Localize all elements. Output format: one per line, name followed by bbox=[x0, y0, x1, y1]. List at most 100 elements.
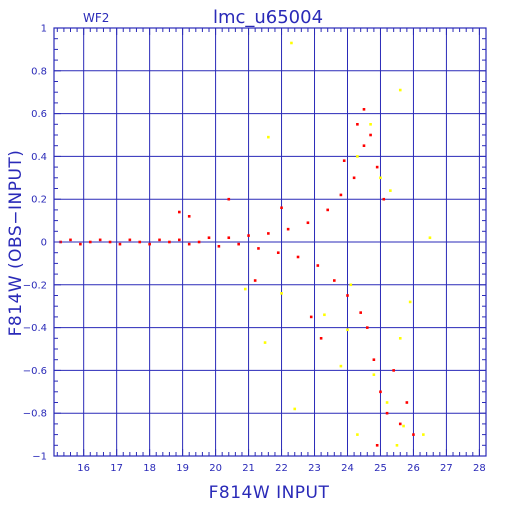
x-tick-label: 18 bbox=[143, 463, 156, 474]
data-point bbox=[323, 313, 326, 317]
data-point bbox=[286, 227, 290, 231]
data-point bbox=[178, 238, 181, 242]
data-point bbox=[405, 401, 409, 404]
x-tick-label: 23 bbox=[308, 463, 321, 474]
data-point bbox=[158, 238, 161, 242]
data-point bbox=[398, 88, 402, 92]
x-tick-label: 21 bbox=[242, 463, 255, 474]
data-point bbox=[227, 197, 231, 201]
data-point bbox=[267, 232, 270, 235]
chart-title: lmc_u65004 bbox=[213, 7, 323, 28]
x-tick-label: 19 bbox=[176, 463, 189, 474]
data-point bbox=[389, 189, 392, 192]
data-point bbox=[267, 135, 270, 139]
data-point bbox=[263, 341, 267, 344]
data-point bbox=[108, 240, 112, 244]
data-point bbox=[379, 390, 382, 394]
data-point bbox=[178, 210, 181, 214]
data-point bbox=[369, 123, 372, 126]
data-point bbox=[408, 300, 412, 304]
y-tick-label: 0.2 bbox=[31, 195, 47, 206]
data-point bbox=[326, 208, 330, 212]
data-point bbox=[280, 292, 283, 295]
data-point bbox=[402, 424, 405, 428]
data-point bbox=[372, 373, 376, 376]
data-point bbox=[187, 242, 191, 246]
data-point bbox=[290, 41, 293, 45]
data-point bbox=[243, 287, 247, 291]
data-point bbox=[207, 236, 211, 240]
data-point bbox=[339, 193, 343, 197]
y-tick-label: 0 bbox=[41, 238, 47, 249]
data-point bbox=[333, 279, 336, 282]
data-point bbox=[346, 294, 349, 297]
y-tick-label: −0.8 bbox=[23, 409, 47, 420]
data-point bbox=[356, 123, 359, 126]
data-point bbox=[369, 133, 372, 137]
x-tick-label: 27 bbox=[440, 463, 453, 474]
data-point bbox=[372, 358, 376, 361]
data-point bbox=[293, 407, 297, 411]
data-point bbox=[428, 236, 432, 240]
x-tick-labels: 16 17 18 19 20 21 22 23 24 25 26 27 28 bbox=[77, 463, 485, 474]
data-point bbox=[359, 311, 362, 314]
data-point bbox=[217, 244, 221, 248]
x-tick-label: 17 bbox=[110, 463, 123, 474]
data-point bbox=[385, 401, 389, 404]
data-point bbox=[398, 422, 402, 426]
data-point bbox=[306, 221, 310, 225]
data-point bbox=[118, 242, 122, 246]
data-point bbox=[197, 240, 201, 244]
data-point bbox=[375, 444, 379, 447]
data-point bbox=[148, 242, 151, 246]
data-point bbox=[69, 238, 72, 242]
y-tick-label: 1 bbox=[41, 24, 47, 35]
data-point bbox=[88, 240, 92, 244]
data-point bbox=[362, 108, 366, 111]
x-tick-label: 22 bbox=[275, 463, 288, 474]
data-point bbox=[168, 240, 171, 244]
data-point bbox=[395, 444, 399, 447]
data-point bbox=[79, 242, 82, 246]
data-point bbox=[187, 215, 191, 218]
data-point bbox=[309, 315, 313, 319]
x-tick-label: 26 bbox=[407, 463, 420, 474]
data-point bbox=[398, 337, 402, 340]
data-point bbox=[227, 236, 231, 240]
data-point bbox=[98, 238, 102, 242]
data-points bbox=[59, 41, 432, 447]
axis-ticks bbox=[54, 27, 487, 457]
data-point bbox=[316, 264, 320, 267]
data-point bbox=[138, 240, 142, 244]
data-point bbox=[352, 176, 356, 180]
data-point bbox=[280, 206, 283, 210]
data-point bbox=[365, 326, 369, 329]
x-axis-title: F814W INPUT bbox=[209, 483, 330, 503]
data-point bbox=[349, 283, 353, 287]
x-tick-label: 24 bbox=[341, 463, 354, 474]
data-point bbox=[276, 251, 280, 254]
y-tick-label: −0.6 bbox=[23, 366, 47, 377]
data-point bbox=[356, 155, 359, 158]
data-point bbox=[296, 255, 300, 259]
y-tick-label: 0.8 bbox=[31, 66, 47, 77]
data-point bbox=[339, 364, 343, 368]
data-point bbox=[319, 337, 323, 340]
chart-subtitle: WF2 bbox=[83, 11, 109, 25]
data-point bbox=[379, 176, 382, 180]
data-point bbox=[412, 433, 415, 436]
data-point bbox=[247, 234, 250, 237]
data-point bbox=[346, 328, 349, 332]
y-tick-labels: 1 0.8 0.6 0.4 0.2 0 −0.2 −0.4 −0.6 −0.8 −1 bbox=[23, 24, 47, 463]
y-axis-title: F814W (OBS−INPUT) bbox=[6, 150, 26, 337]
data-point bbox=[375, 165, 379, 169]
y-tick-label: 0.6 bbox=[31, 109, 47, 120]
data-point bbox=[257, 247, 260, 250]
y-tick-label: 0.4 bbox=[31, 152, 47, 163]
data-point bbox=[392, 369, 395, 372]
x-tick-label: 16 bbox=[77, 463, 90, 474]
x-tick-label: 20 bbox=[209, 463, 222, 474]
x-tick-label: 25 bbox=[374, 463, 387, 474]
